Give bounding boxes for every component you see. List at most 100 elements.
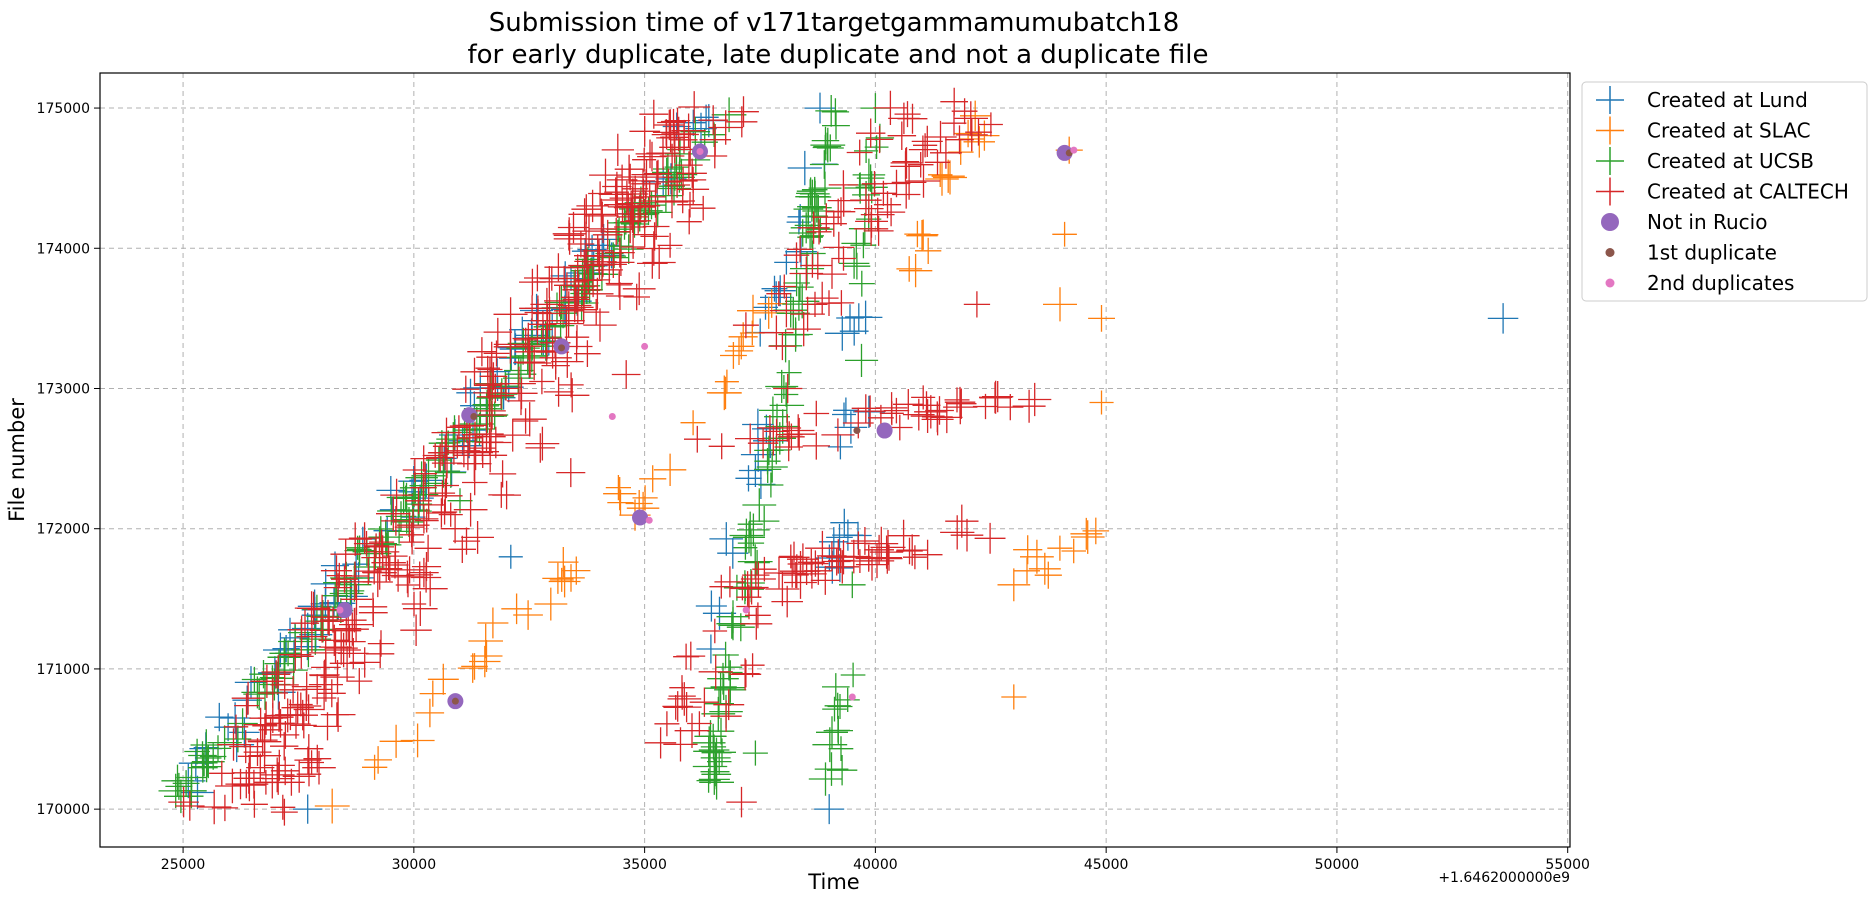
created-at-caltech-point xyxy=(632,222,658,247)
created-at-caltech-point xyxy=(483,317,512,347)
created-at-caltech-point xyxy=(362,560,387,585)
created-at-caltech-point xyxy=(790,296,825,332)
not-in-rucio-point xyxy=(876,422,893,439)
created-at-caltech-point xyxy=(890,147,923,179)
x-tick-label: 35000 xyxy=(622,857,667,873)
created-at-caltech-point xyxy=(270,756,300,786)
created-at-caltech-point xyxy=(663,727,698,762)
created-at-caltech-point xyxy=(690,195,716,221)
created-at-caltech-point xyxy=(487,382,515,409)
created-at-caltech-point xyxy=(243,707,278,742)
created-at-caltech-point xyxy=(215,768,250,804)
created-at-caltech-point xyxy=(476,422,506,452)
created-at-ucsb-point xyxy=(227,708,258,739)
created-at-caltech-point xyxy=(410,474,437,501)
legend-marker xyxy=(1596,177,1624,206)
created-at-lund-point xyxy=(833,397,859,423)
created-at-lund-point xyxy=(662,112,691,141)
created-at-caltech-point xyxy=(710,700,742,732)
created-at-caltech-point xyxy=(525,433,556,463)
created-at-caltech-point xyxy=(951,98,978,125)
created-at-slac-point xyxy=(915,237,942,264)
created-at-caltech-point xyxy=(237,744,263,769)
created-at-caltech-point xyxy=(879,401,904,426)
created-at-caltech-point xyxy=(660,108,687,135)
created-at-caltech-point xyxy=(310,599,346,635)
created-at-caltech-point xyxy=(438,502,463,527)
created-at-ucsb-point xyxy=(828,736,854,761)
created-at-ucsb-point xyxy=(736,569,765,597)
created-at-caltech-point xyxy=(413,461,438,486)
created-at-caltech-point xyxy=(817,259,847,289)
created-at-slac-point xyxy=(932,160,967,195)
created-at-caltech-point xyxy=(168,786,199,818)
created-at-caltech-point xyxy=(611,360,641,389)
created-at-ucsb-point xyxy=(742,488,777,522)
created-at-caltech-point xyxy=(429,480,456,506)
created-at-caltech-point xyxy=(270,732,299,761)
created-at-ucsb-point xyxy=(796,177,825,205)
created-at-caltech-point xyxy=(562,291,594,324)
created-at-caltech-point xyxy=(854,395,886,427)
created-at-caltech-point xyxy=(854,193,884,224)
created-at-caltech-point xyxy=(786,311,821,347)
created-at-lund-point xyxy=(764,275,796,307)
created-at-caltech-point xyxy=(326,632,361,668)
x-tick-label: 50000 xyxy=(1315,857,1360,873)
created-at-caltech-point xyxy=(373,557,399,583)
created-at-caltech-point xyxy=(911,125,943,157)
created-at-caltech-point xyxy=(912,539,943,570)
created-at-ucsb-point xyxy=(204,735,232,762)
created-at-slac-point xyxy=(400,723,435,758)
x-tick-label: 40000 xyxy=(853,857,898,873)
created-at-caltech-point xyxy=(231,681,265,715)
created-at-caltech-point xyxy=(383,543,408,569)
created-at-slac-point xyxy=(427,663,459,695)
created-at-caltech-point xyxy=(823,231,855,263)
created-at-slac-point xyxy=(534,587,568,621)
created-at-caltech-point xyxy=(677,191,703,218)
created-at-ucsb-point xyxy=(700,757,730,787)
created-at-caltech-point xyxy=(632,147,657,172)
created-at-caltech-point xyxy=(946,388,977,419)
created-at-ucsb-point xyxy=(737,529,765,557)
created-at-caltech-point xyxy=(412,571,448,607)
created-at-caltech-point xyxy=(890,151,921,182)
created-at-caltech-point xyxy=(399,522,424,548)
created-at-caltech-point xyxy=(654,109,685,141)
created-at-caltech-point xyxy=(613,193,643,223)
created-at-ucsb-point xyxy=(698,734,730,766)
created-at-caltech-point xyxy=(366,535,400,569)
created-at-caltech-point xyxy=(792,557,821,585)
created-at-caltech-point xyxy=(803,400,830,427)
created-at-lund-point xyxy=(320,551,350,580)
created-at-caltech-point xyxy=(764,418,790,444)
chart-title-line-1: Submission time of v171targetgammamumuba… xyxy=(489,8,1180,38)
created-at-caltech-point xyxy=(346,668,373,695)
x-tick-label: 30000 xyxy=(392,857,437,873)
created-at-caltech-point xyxy=(950,518,984,552)
created-at-caltech-point xyxy=(290,712,317,739)
created-at-caltech-point xyxy=(480,426,512,459)
created-at-slac-point xyxy=(469,645,501,678)
created-at-caltech-point xyxy=(642,246,676,279)
created-at-slac-point xyxy=(925,162,959,196)
created-at-ucsb-point xyxy=(812,134,838,161)
created-at-caltech-point xyxy=(974,522,1006,554)
created-at-caltech-point xyxy=(851,394,880,423)
created-at-caltech-point xyxy=(270,670,299,700)
created-at-caltech-point xyxy=(250,664,284,698)
created-at-ucsb-point xyxy=(165,772,193,800)
created-at-caltech-point xyxy=(891,165,927,200)
created-at-lund-point xyxy=(1487,303,1519,334)
created-at-lund-point xyxy=(786,209,812,235)
created-at-caltech-point xyxy=(766,281,792,307)
created-at-caltech-point xyxy=(496,418,530,452)
created-at-caltech-point xyxy=(513,346,545,378)
created-at-caltech-point xyxy=(850,527,879,555)
created-at-caltech-point xyxy=(225,768,256,800)
created-at-ucsb-point xyxy=(207,725,242,760)
created-at-caltech-point xyxy=(271,721,300,749)
created-at-ucsb-point xyxy=(827,694,853,719)
created-at-caltech-point xyxy=(318,624,351,656)
